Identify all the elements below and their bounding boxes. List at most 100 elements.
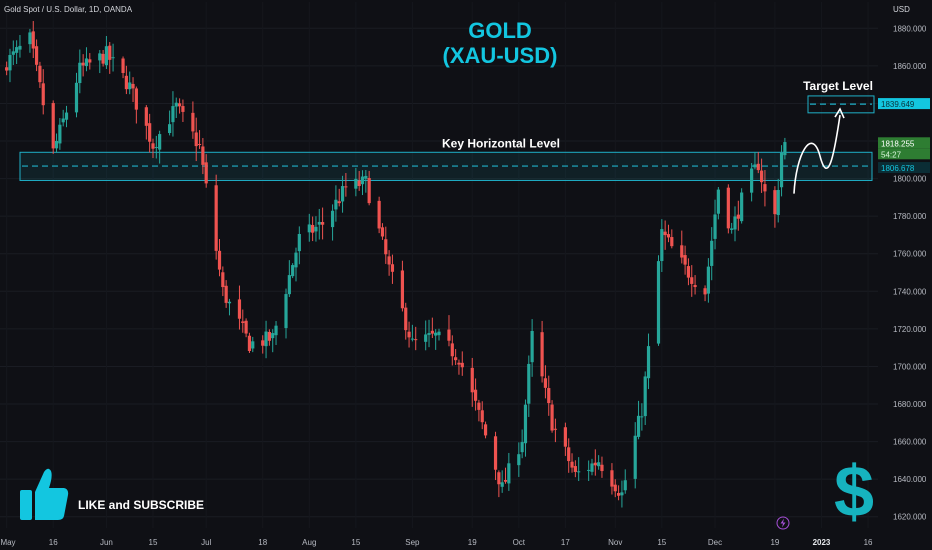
candle-body <box>171 106 175 123</box>
candle-body <box>633 435 637 479</box>
candle-body <box>613 484 617 492</box>
candle-body <box>364 175 368 179</box>
price-tick-label: 1620.000 <box>893 513 927 522</box>
candle-body <box>101 53 105 64</box>
currency-label: USD <box>893 5 910 14</box>
candle-body <box>61 118 65 123</box>
candle-body <box>517 454 521 466</box>
candle-body <box>623 480 627 491</box>
candle-body <box>457 362 461 365</box>
candle-body <box>703 288 707 295</box>
candle-body <box>670 237 674 247</box>
candle-body <box>706 266 710 294</box>
grid <box>0 2 878 528</box>
candle-body <box>360 176 365 185</box>
candle-body <box>477 402 481 410</box>
candle-body <box>410 338 414 340</box>
candle-body <box>587 469 591 471</box>
candle-body <box>8 55 12 71</box>
candle-body <box>314 226 318 232</box>
candle-body <box>497 472 501 485</box>
candle-body <box>247 335 252 351</box>
candle-body <box>597 462 601 467</box>
candle-body <box>154 146 158 148</box>
candle-body <box>530 330 534 363</box>
candle-body <box>450 343 454 357</box>
price-tick-label: 1700.000 <box>893 362 927 371</box>
thumbs-up-icon[interactable] <box>18 466 70 522</box>
candle-body <box>620 492 624 496</box>
candle-body <box>311 224 315 233</box>
candle-body <box>337 201 341 204</box>
candle-body <box>201 146 205 165</box>
candle-body <box>666 234 671 238</box>
lightning-icon[interactable] <box>776 516 790 530</box>
candle-body <box>78 62 82 84</box>
candle-body <box>204 162 208 184</box>
candle-body <box>414 339 418 341</box>
candle-body <box>214 185 218 251</box>
time-tick-label: 2023 <box>813 538 831 547</box>
candle-body <box>264 331 268 347</box>
price-tick-label: 1860.000 <box>893 62 927 71</box>
candle-body <box>753 164 757 168</box>
candle-body <box>224 285 228 303</box>
candle-body <box>454 357 458 361</box>
candle-body <box>733 216 737 230</box>
current-price-badge: 1818.255 <box>881 139 915 148</box>
price-tick-label: 1660.000 <box>893 438 927 447</box>
time-tick-label: 15 <box>351 538 360 547</box>
candle-body <box>636 415 641 437</box>
candle-body <box>18 45 22 50</box>
candle-body <box>779 152 784 188</box>
candle-body <box>480 410 484 423</box>
time-tick-label: 15 <box>657 538 666 547</box>
candle-body <box>377 200 381 229</box>
candle-body <box>151 143 155 149</box>
current-price-badge-bg <box>878 137 930 149</box>
candle-body <box>407 331 411 338</box>
candle-body <box>158 134 162 150</box>
candle-body <box>387 256 391 265</box>
candle-body <box>221 272 225 288</box>
price-tick-label: 1800.000 <box>893 175 927 184</box>
candle-body <box>616 492 621 496</box>
candle-body <box>194 132 198 147</box>
candle-body <box>64 112 69 120</box>
candle-body <box>540 332 544 377</box>
candle-body <box>553 428 558 430</box>
key-level-badge: 1806.678 <box>881 164 915 173</box>
candle-body <box>527 363 531 404</box>
candle-body <box>197 144 202 146</box>
candle-body <box>776 189 780 216</box>
key-level-label: Key Horizontal Level <box>442 136 560 150</box>
candle-body <box>663 231 667 236</box>
candle-body <box>51 103 55 149</box>
candle-body <box>124 75 128 90</box>
candle-body <box>680 245 684 258</box>
time-tick-label: 16 <box>49 538 58 547</box>
candle-body <box>128 82 132 90</box>
candle-body <box>750 168 754 193</box>
candle-body <box>427 333 431 335</box>
level-zones: Key Horizontal Level Target Level <box>19 79 875 181</box>
candle-body <box>547 388 551 404</box>
candle-body <box>756 163 760 171</box>
candle-body <box>41 83 45 106</box>
candle-body <box>134 88 138 110</box>
candle-body <box>340 186 345 202</box>
candle-body <box>191 112 195 132</box>
candle-body <box>736 214 740 219</box>
candle-body <box>390 264 395 272</box>
symbol-header: Gold Spot / U.S. Dollar, 1D, OANDA <box>4 5 133 14</box>
candle-body <box>567 447 571 462</box>
candle-body <box>84 58 89 67</box>
candle-body <box>643 376 647 417</box>
price-tick-label: 1780.000 <box>893 212 927 221</box>
price-axis: 1620.000 1640.000 1660.000 1680.000 1700.000… <box>878 24 930 522</box>
candle-body <box>177 103 182 107</box>
candle-body <box>710 240 714 266</box>
candle-body <box>460 362 464 368</box>
candle-body <box>174 102 178 107</box>
